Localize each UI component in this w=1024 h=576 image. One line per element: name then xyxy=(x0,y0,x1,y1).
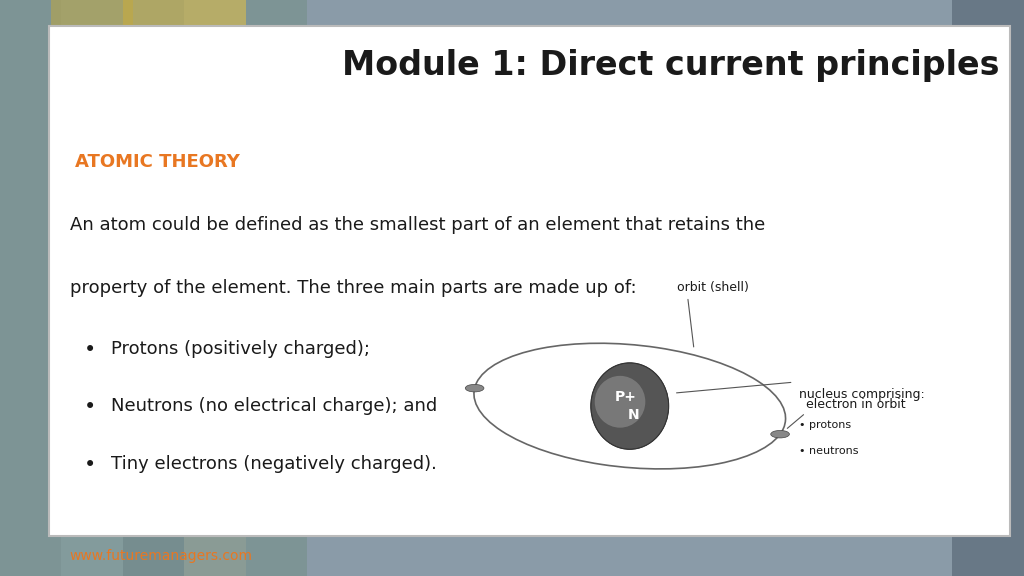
Bar xyxy=(61,0,123,576)
Text: •: • xyxy=(84,455,96,475)
Text: N: N xyxy=(628,408,639,422)
Bar xyxy=(123,0,184,576)
Text: www.futuremanagers.com: www.futuremanagers.com xyxy=(70,549,253,563)
Bar xyxy=(51,0,133,230)
Text: nucleus comprising:: nucleus comprising: xyxy=(799,388,925,401)
Bar xyxy=(246,0,307,576)
Ellipse shape xyxy=(595,376,645,427)
Text: • protons: • protons xyxy=(799,419,851,430)
Text: P+: P+ xyxy=(615,391,637,404)
Ellipse shape xyxy=(591,363,669,449)
Text: Protons (positively charged);: Protons (positively charged); xyxy=(111,340,370,358)
Text: • neutrons: • neutrons xyxy=(799,446,858,456)
Bar xyxy=(952,0,1024,576)
Text: Tiny electrons (negatively charged).: Tiny electrons (negatively charged). xyxy=(111,455,436,473)
Text: Module 1: Direct current principles: Module 1: Direct current principles xyxy=(342,49,999,82)
Ellipse shape xyxy=(465,384,484,392)
Ellipse shape xyxy=(771,430,790,438)
Text: ATOMIC THEORY: ATOMIC THEORY xyxy=(75,153,240,170)
Bar xyxy=(184,0,246,576)
Text: •: • xyxy=(84,397,96,418)
Bar xyxy=(123,0,246,259)
Text: orbit (shell): orbit (shell) xyxy=(678,281,750,294)
Text: electron in orbit: electron in orbit xyxy=(806,398,905,411)
Text: Neutrons (no electrical charge); and: Neutrons (no electrical charge); and xyxy=(111,397,437,415)
FancyBboxPatch shape xyxy=(49,26,1010,536)
Text: property of the element. The three main parts are made up of:: property of the element. The three main … xyxy=(70,279,636,297)
Bar xyxy=(0,0,61,576)
Text: •: • xyxy=(84,340,96,360)
Text: An atom could be defined as the smallest part of an element that retains the: An atom could be defined as the smallest… xyxy=(70,216,765,234)
